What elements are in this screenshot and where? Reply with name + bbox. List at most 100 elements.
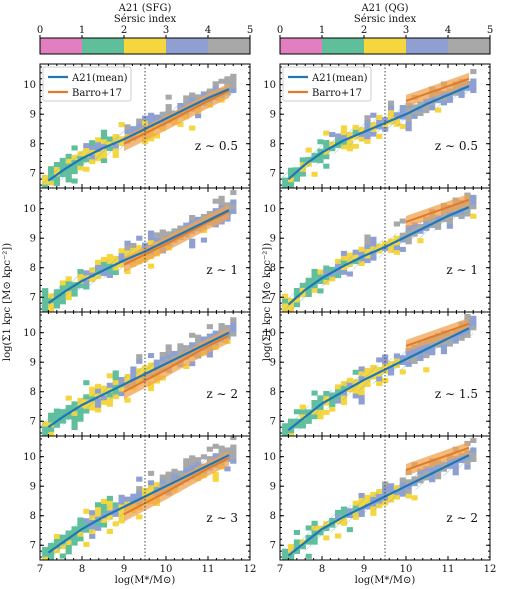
density-cell	[59, 299, 66, 305]
density-cell	[358, 366, 365, 372]
density-cell	[106, 254, 113, 260]
density-cell	[189, 215, 196, 221]
density-cell	[71, 540, 78, 546]
density-cell	[352, 369, 359, 375]
density-cell	[124, 124, 131, 130]
density-cell	[71, 145, 78, 151]
density-cell	[212, 476, 219, 482]
density-cell	[288, 563, 294, 568]
density-cell	[147, 112, 155, 118]
density-cell	[293, 409, 301, 415]
density-cell	[470, 69, 477, 75]
density-cell	[434, 107, 442, 113]
colorbar-tick-label: 0	[277, 25, 283, 36]
density-cell	[53, 180, 61, 186]
density-cell	[317, 414, 324, 420]
density-cell	[65, 276, 72, 282]
x-tick-label: 7	[277, 564, 283, 575]
density-cell	[230, 204, 237, 210]
density-cell	[230, 73, 237, 79]
a21-mean-line	[47, 88, 230, 182]
density-cell	[95, 137, 102, 143]
density-cell	[47, 307, 55, 312]
density-cell	[440, 349, 448, 355]
density-cell	[53, 534, 61, 540]
colorbar-segment	[208, 38, 250, 54]
density-cell	[65, 177, 72, 183]
panel-sfg-2: 7 8 9 10 z ∼ 2	[23, 311, 251, 437]
redshift-label: z ∼ 1	[446, 263, 478, 277]
density-cell	[200, 454, 208, 460]
density-cell	[218, 78, 225, 84]
density-cell	[65, 153, 72, 159]
density-cell	[100, 498, 108, 504]
density-cell	[206, 352, 213, 358]
density-cell	[77, 165, 84, 171]
colorbar-frame	[39, 37, 251, 55]
density-cell	[387, 100, 395, 106]
density-cell	[382, 354, 389, 360]
x-tick-label: 9	[361, 564, 367, 575]
colorbar-subtitle-sfg: Sérsic index	[114, 14, 177, 25]
density-cell	[470, 213, 477, 219]
panel-qg-0: 7 8 9 10 z ∼ 0.5 A21(mean) Barro+17	[263, 63, 491, 189]
y-axis-label-left: log(Σ1 kpc [M⊙ kpc⁻²])	[2, 243, 13, 361]
density-cell	[183, 462, 190, 468]
panel-plot-area	[40, 73, 237, 195]
density-cell	[189, 455, 196, 461]
density-cell	[376, 357, 383, 363]
y-tick-label: 7	[270, 417, 276, 428]
colorbar-tick-label: 2	[121, 25, 127, 36]
density-cell	[405, 493, 412, 499]
y-tick-label: 8	[30, 511, 36, 522]
colorbar-segment	[364, 38, 406, 54]
x-tick-label: 8	[319, 564, 325, 575]
redshift-label: z ∼ 3	[206, 511, 238, 525]
y-tick-label: 8	[30, 387, 36, 398]
y-tick-label: 7	[30, 169, 36, 180]
density-cell	[230, 208, 237, 214]
density-cell	[106, 401, 113, 407]
barro-line	[405, 77, 470, 102]
density-cell	[317, 139, 324, 145]
colorbar-segment	[448, 38, 490, 54]
density-cell	[147, 470, 155, 476]
density-cell	[59, 553, 66, 559]
density-cell	[194, 334, 202, 340]
colorbar-tick-label: 3	[403, 25, 409, 36]
density-cell	[376, 133, 383, 139]
density-cell	[200, 237, 208, 243]
legend: A21(mean) Barro+17	[42, 66, 132, 102]
legend-label-barro: Barro+17	[312, 88, 362, 99]
density-cell	[71, 291, 78, 297]
density-cell	[147, 230, 155, 236]
y-tick-label: 7	[30, 541, 36, 552]
density-cell	[159, 229, 166, 235]
density-cell	[230, 436, 237, 441]
redshift-label: z ∼ 0.5	[435, 139, 478, 153]
density-cell	[100, 503, 108, 509]
density-cell	[124, 245, 131, 251]
density-cell	[48, 190, 54, 195]
density-cell	[212, 472, 219, 478]
density-cell	[153, 133, 160, 139]
density-cell	[370, 236, 377, 242]
density-cell	[423, 367, 430, 373]
panel-plot-area	[280, 313, 477, 436]
density-cell	[71, 178, 78, 184]
density-cell	[48, 571, 54, 576]
barro-line	[123, 210, 230, 266]
a21-scatter-band	[280, 444, 474, 560]
y-tick-label: 10	[23, 80, 36, 91]
density-cell	[47, 166, 55, 172]
density-cell	[59, 157, 66, 163]
density-cell	[230, 331, 237, 337]
density-cell	[218, 445, 225, 451]
density-cell	[183, 95, 190, 101]
panel-qg-1: 7 8 9 10 z ∼ 1	[263, 187, 491, 313]
density-cell	[230, 83, 237, 89]
redshift-label: z ∼ 0.5	[195, 139, 238, 153]
redshift-label: z ∼ 1	[206, 263, 238, 277]
panel-plot-area	[40, 436, 237, 576]
density-cell	[323, 163, 330, 169]
